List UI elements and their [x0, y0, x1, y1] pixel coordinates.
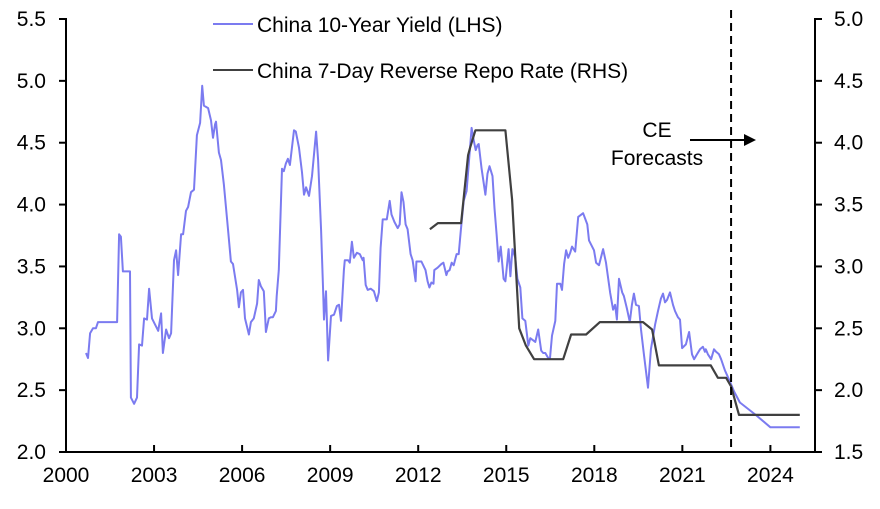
x-tick-label: 2012 [395, 464, 442, 487]
y-right-tick-label: 4.5 [834, 70, 863, 93]
y-left-tick-label: 4.5 [17, 132, 46, 155]
annotation-line-1: CE [642, 119, 671, 142]
x-tick-label: 2009 [307, 464, 354, 487]
y-right-tick-label: 1.5 [834, 441, 863, 464]
x-tick-label: 2006 [219, 464, 266, 487]
series-line-repo-rate [429, 129, 800, 416]
y-left-tick-label: 3.5 [17, 255, 46, 278]
x-tick-label: 2024 [747, 464, 794, 487]
y-left-tick-label: 2.0 [17, 441, 46, 464]
y-left-tick-label: 2.5 [17, 379, 46, 402]
x-tick-label: 2015 [483, 464, 530, 487]
y-right-tick-label: 3.5 [834, 194, 863, 217]
x-tick-label: 2003 [131, 464, 178, 487]
x-tick-label: 2021 [659, 464, 706, 487]
legend-label-repo: China 7-Day Reverse Repo Rate (RHS) [257, 60, 628, 83]
legend-label-yield: China 10-Year Yield (LHS) [257, 14, 503, 37]
plot-series [85, 84, 800, 429]
x-tick-label: 2000 [43, 464, 90, 487]
y-left-tick-label: 3.0 [17, 317, 46, 340]
legend: China 10-Year Yield (LHS) China 7-Day Re… [213, 14, 628, 83]
y-left-tick-label: 5.5 [17, 8, 46, 31]
y-right-tick-label: 3.0 [834, 255, 863, 278]
x-ticks: 2000 2003 2006 2009 2012 2015 2018 2021 2024 [43, 445, 794, 487]
forecast-annotation: CE Forecasts [611, 119, 756, 170]
series-line-10y-yield [85, 84, 800, 429]
annotation-line-2: Forecasts [611, 147, 703, 170]
y-right-tick-label: 2.5 [834, 317, 863, 340]
y-right-tick-label: 4.0 [834, 132, 863, 155]
y-left-tick-label: 5.0 [17, 70, 46, 93]
legend-item-repo: China 7-Day Reverse Repo Rate (RHS) [213, 60, 628, 83]
x-tick-label: 2018 [571, 464, 618, 487]
y-left-ticks: 2.0 2.5 3.0 3.5 4.0 4.5 5.0 5.5 [17, 8, 66, 464]
y-left-tick-label: 4.0 [17, 194, 46, 217]
legend-item-yield: China 10-Year Yield (LHS) [213, 14, 503, 37]
y-right-ticks: 1.5 2.0 2.5 3.0 3.5 4.0 4.5 5.0 [815, 8, 863, 464]
y-right-tick-label: 5.0 [834, 8, 863, 31]
arrow-head-icon [744, 134, 756, 146]
y-right-tick-label: 2.0 [834, 379, 863, 402]
